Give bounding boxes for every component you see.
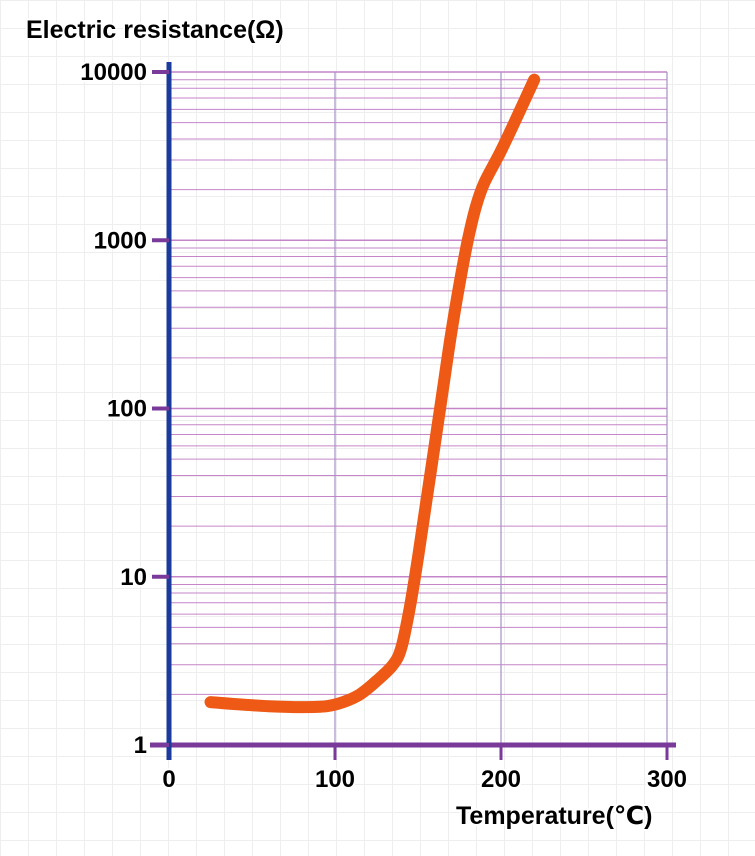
series-line-resistance [204,73,541,714]
x-tick-label: 200 [481,766,521,793]
axes [150,62,676,760]
x-tick-label: 300 [647,766,687,793]
grid-lines [169,71,668,745]
y-tick-label: 100 [107,396,147,423]
y-tick-label: 10 [120,564,147,591]
y-tick-label: 1000 [94,227,147,254]
series-layer [204,73,541,714]
tick-labels: 1 10 100 1000 10000 0 100 200 300 [78,57,689,795]
y-tick-label: 10000 [80,59,147,86]
y-axis-title: Electric resistance(Ω) [26,16,284,44]
y-tick-label: 1 [134,732,147,759]
x-tick-label: 100 [315,766,355,793]
x-tick-label: 0 [162,766,175,793]
x-axis-title: Temperature(℃) [456,802,653,830]
